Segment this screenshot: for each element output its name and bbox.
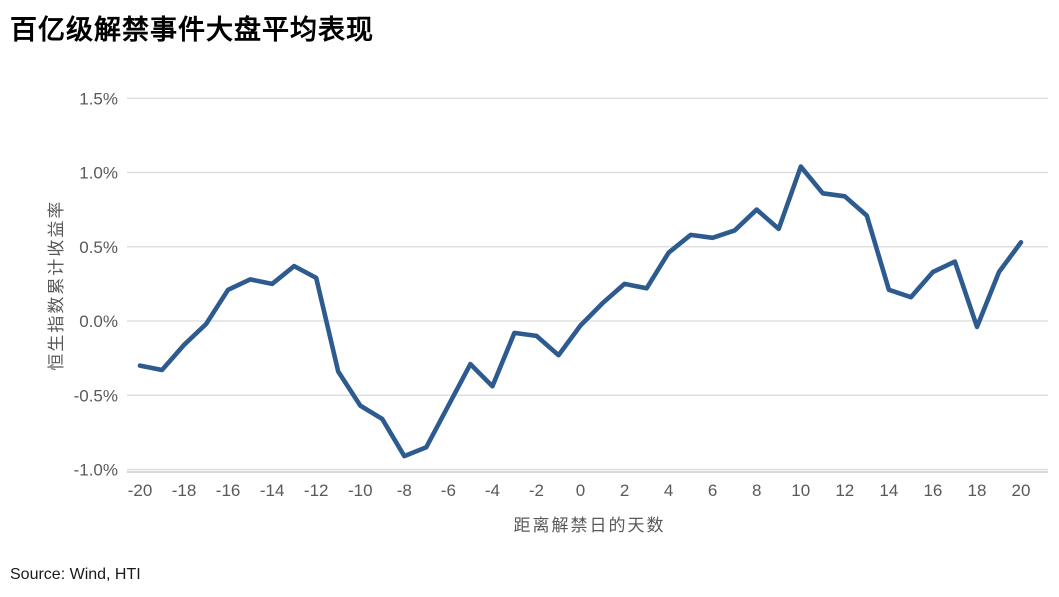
y-tick-label: 1.5% — [79, 89, 118, 108]
x-tick-label: 4 — [664, 481, 673, 500]
x-tick-label: 20 — [1012, 481, 1031, 500]
chart-title: 百亿级解禁事件大盘平均表现 — [10, 15, 374, 45]
x-tick-label: -6 — [441, 481, 456, 500]
y-tick-labels: 1.5% 1.0% 0.5% 0.0% -0.5% -1.0% — [74, 89, 118, 479]
x-tick-label: 16 — [923, 481, 942, 500]
y-axis-title: 恒生指数累计收益率 — [47, 200, 66, 371]
y-tick-label: -1.0% — [74, 461, 118, 480]
x-tick-label: -4 — [485, 481, 500, 500]
source-note: Source: Wind, HTI — [10, 566, 141, 583]
y-tick-label: 0.5% — [79, 238, 118, 257]
y-tick-label: 1.0% — [79, 164, 118, 183]
x-tick-label: 18 — [967, 481, 986, 500]
x-tick-label: -10 — [348, 481, 373, 500]
y-tick-label: -0.5% — [74, 386, 118, 405]
data-line — [137, 164, 1024, 459]
x-tick-label: 10 — [791, 481, 810, 500]
x-tick-label: 12 — [835, 481, 854, 500]
x-tick-label: -8 — [397, 481, 412, 500]
x-tick-label: -18 — [172, 481, 197, 500]
x-axis-title: 距离解禁日的天数 — [514, 516, 666, 535]
y-tick-label: 0.0% — [79, 312, 118, 331]
x-tick-label: -2 — [529, 481, 544, 500]
x-tick-label: -20 — [128, 481, 153, 500]
x-tick-label: -14 — [260, 481, 285, 500]
x-tick-label: 6 — [708, 481, 717, 500]
x-tick-label: -12 — [304, 481, 329, 500]
x-tick-labels: -20 -18 -16 -14 -12 -10 -8 -6 -4 -2 0 2 4 6 8 10 12 14 16 1… — [128, 481, 1031, 500]
x-tick-label: 2 — [620, 481, 629, 500]
x-tick-label: -16 — [216, 481, 241, 500]
x-tick-label: 0 — [576, 481, 585, 500]
x-tick-label: 8 — [752, 481, 761, 500]
x-tick-label: 14 — [879, 481, 898, 500]
